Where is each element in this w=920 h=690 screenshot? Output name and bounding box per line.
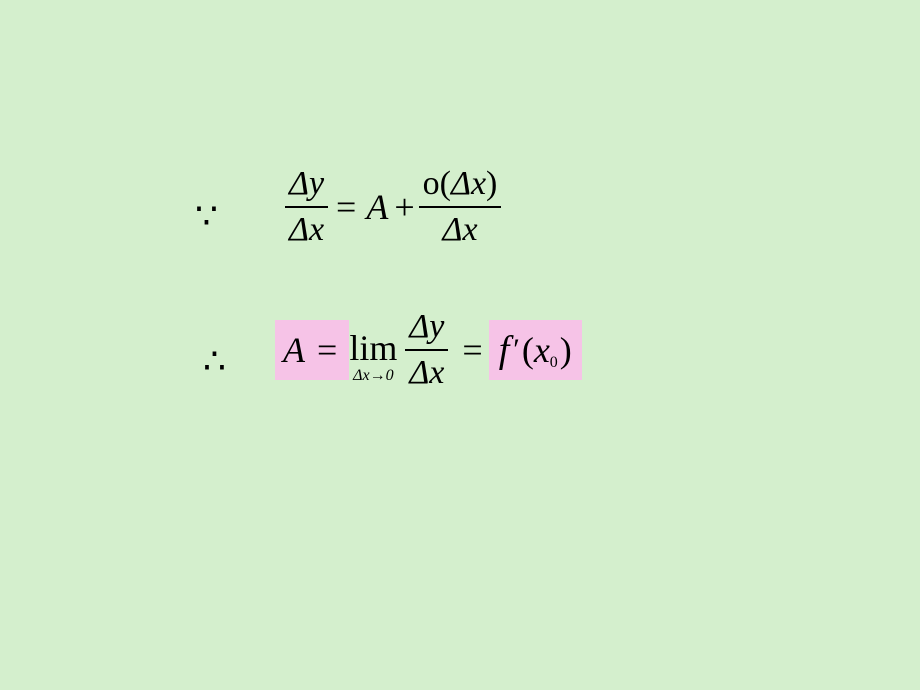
frac-num-dy: Δy [285, 165, 328, 203]
therefore-dots: ∴ [203, 341, 226, 381]
var-A: A [364, 186, 390, 228]
highlight-A-lim: A = [275, 320, 349, 380]
therefore-symbol: ∴ [203, 340, 226, 382]
f-letter: f [499, 331, 510, 369]
open-paren: ( [522, 329, 534, 371]
frac-den-dx2: Δx [439, 211, 482, 249]
equation-line-1: Δy Δx = A + o(Δx) Δx [285, 165, 501, 249]
since-dots: ∵ [195, 196, 218, 236]
math-slide: ∵ Δy Δx = A + o(Δx) Δx ∴ A = lim Δx→0 [0, 0, 920, 690]
since-symbol: ∵ [195, 195, 218, 237]
frac-num-odx: o(Δx) [419, 165, 502, 203]
subscript-zero: 0 [550, 354, 558, 372]
lim-text: lim [349, 330, 397, 366]
fraction-odx-dx: o(Δx) Δx [419, 165, 502, 249]
highlight-fprime: f ′ ( x 0 ) [489, 320, 582, 380]
equals-2: = [311, 329, 343, 371]
frac-bar-2 [419, 206, 502, 208]
plus-sign: + [390, 186, 418, 228]
frac-bar-3 [405, 349, 448, 351]
x-letter: x [534, 329, 550, 371]
fraction-dy-dx-2: Δy Δx [405, 308, 448, 392]
frac-num-dy-2: Δy [405, 308, 448, 346]
var-A-2: A [281, 329, 311, 371]
lim-subscript: Δx→0 [353, 368, 394, 384]
frac-bar-1 [285, 206, 328, 208]
equation-line-2: A = lim Δx→0 Δy Δx = f ′ ( x 0 ) [275, 308, 582, 392]
limit-operator: lim Δx→0 [349, 330, 397, 384]
close-paren: ) [560, 329, 572, 371]
equals-1: = [328, 186, 364, 228]
fraction-dy-dx: Δy Δx [285, 165, 328, 249]
frac-den-dx-3: Δx [405, 354, 448, 392]
equals-3: = [448, 329, 488, 371]
frac-den-dx: Δx [285, 211, 328, 249]
prime-symbol: ′ [513, 335, 520, 365]
